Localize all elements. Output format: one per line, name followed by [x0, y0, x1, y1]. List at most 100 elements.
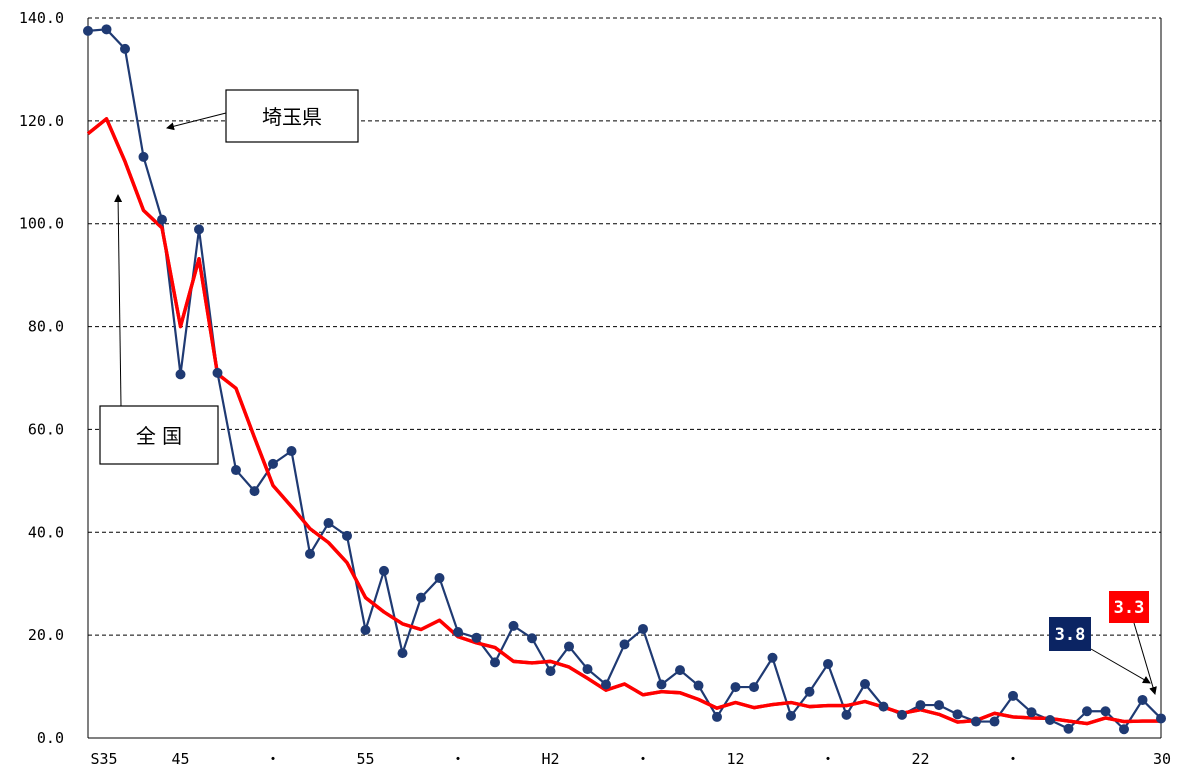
national-last-badge: [1109, 591, 1149, 623]
data-point: [1100, 706, 1111, 717]
saitama-box: [225, 89, 359, 143]
data-point: [915, 700, 926, 711]
data-point: [675, 665, 685, 676]
x-tick-label: ・: [635, 750, 650, 768]
data-point: [138, 151, 149, 162]
y-tick-label: 60.0: [28, 420, 64, 438]
data-point: [508, 620, 519, 631]
data-point: [397, 648, 408, 659]
data-point: [323, 518, 334, 529]
data-point: [1026, 707, 1037, 718]
data-point: [360, 625, 371, 635]
data-point: [1045, 715, 1055, 725]
data-point: [749, 682, 759, 693]
data-point: [934, 700, 944, 711]
data-point: [693, 680, 704, 691]
data-point: [601, 679, 611, 690]
data-point: [1137, 694, 1148, 705]
x-tick-label: ・: [820, 750, 835, 768]
data-point: [1063, 723, 1074, 734]
data-point: [952, 709, 963, 720]
data-point: [434, 573, 445, 584]
saitama-box-label: 埼玉県: [262, 105, 322, 129]
y-tick-label: 80.0: [28, 318, 64, 336]
data-point: [804, 686, 815, 697]
data-point: [342, 530, 352, 541]
x-tick-label: ・: [265, 750, 280, 768]
series-line-national-top: [86, 117, 1161, 726]
data-point: [656, 679, 667, 690]
national-box-label: 全 国: [136, 424, 182, 448]
saitama-last-callout: 3.8: [1049, 617, 1151, 684]
data-point: [212, 367, 223, 378]
saitama-arrow: [166, 112, 227, 131]
data-point: [286, 446, 297, 457]
x-tick-label: ・: [450, 750, 465, 768]
data-point: [1082, 706, 1092, 717]
data-point: [823, 658, 833, 669]
y-tick-label: 100.0: [19, 215, 64, 233]
saitama-last-value: 3.8: [1055, 625, 1086, 645]
x-tick-label: 55: [356, 750, 374, 768]
x-tick-label: 12: [726, 750, 744, 768]
x-tick-label: 45: [171, 750, 189, 768]
national-last-arrow: [1133, 622, 1157, 695]
data-point: [1008, 690, 1018, 701]
data-point: [249, 486, 260, 497]
national-box: [99, 405, 219, 465]
data-point: [638, 623, 648, 634]
national-last-value: 3.3: [1114, 598, 1145, 618]
data-point: [157, 214, 167, 225]
data-point: [175, 369, 186, 380]
data-point: [564, 641, 574, 652]
x-tick-label: 30: [1153, 750, 1171, 768]
data-point: [841, 709, 852, 720]
data-point: [527, 633, 537, 644]
data-point: [379, 565, 389, 576]
x-tick-labels: S35 45 ・ 55 ・ H2 ・ 12 ・ 22 ・ 30: [90, 750, 1171, 768]
x-tick-label: ・: [1005, 750, 1020, 768]
saitama-last-arrow: [1090, 648, 1151, 684]
data-point: [582, 664, 593, 675]
data-point: [1156, 713, 1166, 724]
data-point: [878, 701, 889, 712]
data-point: [971, 716, 981, 727]
data-point: [989, 716, 1000, 727]
data-point: [120, 43, 130, 54]
data-point: [490, 657, 500, 668]
data-point: [545, 666, 556, 677]
national-last-callout: 3.3: [1109, 591, 1157, 695]
saitama-callout: 埼玉県: [166, 89, 359, 143]
data-point: [712, 711, 722, 722]
axes: [87, 18, 1162, 739]
national-callout: 全 国: [99, 194, 219, 465]
data-point: [268, 458, 278, 469]
y-tick-label: 40.0: [28, 523, 64, 541]
data-point: [619, 639, 630, 650]
data-point: [897, 709, 907, 720]
y-tick-labels: 0.0 20.0 40.0 60.0 80.0 100.0 120.0 140.0: [19, 9, 64, 747]
data-point: [471, 632, 482, 643]
y-tick-label: 0.0: [37, 729, 64, 747]
saitama-last-badge: [1049, 617, 1091, 651]
data-point: [83, 25, 93, 36]
data-point: [767, 652, 778, 663]
national-arrow: [114, 194, 123, 407]
data-point: [305, 548, 315, 559]
data-point: [1119, 724, 1129, 735]
data-point: [786, 710, 796, 721]
data-point: [860, 679, 870, 689]
data-point: [231, 465, 241, 476]
y-tick-label: 120.0: [19, 112, 64, 130]
data-point: [730, 682, 741, 693]
data-point: [453, 627, 463, 638]
data-point: [101, 24, 112, 35]
x-tick-label: H2: [541, 750, 559, 768]
data-point: [416, 592, 426, 603]
data-point: [194, 224, 204, 235]
x-tick-label: S35: [90, 750, 117, 768]
series-group: [83, 24, 1166, 735]
x-tick-label: 22: [911, 750, 929, 768]
y-tick-label: 140.0: [19, 9, 64, 27]
